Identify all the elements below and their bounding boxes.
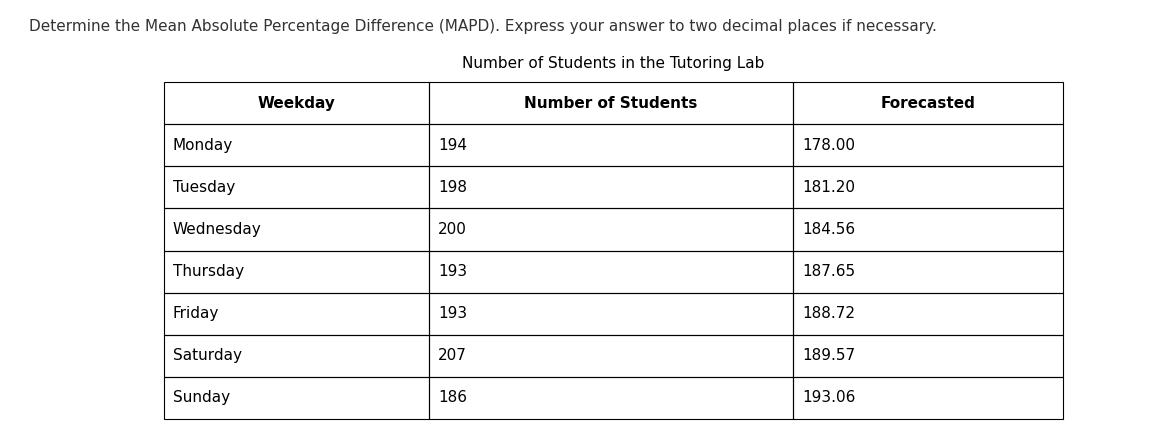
Text: Forecasted: Forecasted [881,95,975,111]
Text: Monday: Monday [173,138,234,153]
Text: 193: 193 [438,264,467,279]
Text: 200: 200 [438,222,467,237]
Text: Wednesday: Wednesday [173,222,262,237]
Text: Tuesday: Tuesday [173,180,235,195]
Text: 184.56: 184.56 [802,222,855,237]
Text: Number of Students: Number of Students [524,95,697,111]
Text: Friday: Friday [173,306,220,321]
Text: Thursday: Thursday [173,264,244,279]
Text: 194: 194 [438,138,467,153]
Text: Sunday: Sunday [173,391,230,406]
Text: Number of Students in the Tutoring Lab: Number of Students in the Tutoring Lab [463,56,764,71]
Text: 187.65: 187.65 [802,264,855,279]
Text: 207: 207 [438,348,467,363]
Text: 189.57: 189.57 [802,348,855,363]
Text: 178.00: 178.00 [802,138,855,153]
Text: 188.72: 188.72 [802,306,855,321]
Text: 193.06: 193.06 [802,391,856,406]
Text: Determine the Mean Absolute Percentage Difference (MAPD). Express your answer to: Determine the Mean Absolute Percentage D… [29,19,937,35]
Text: Saturday: Saturday [173,348,242,363]
Text: 186: 186 [438,391,467,406]
Text: Weekday: Weekday [257,95,335,111]
Text: 193: 193 [438,306,467,321]
Text: 181.20: 181.20 [802,180,855,195]
Text: 198: 198 [438,180,467,195]
